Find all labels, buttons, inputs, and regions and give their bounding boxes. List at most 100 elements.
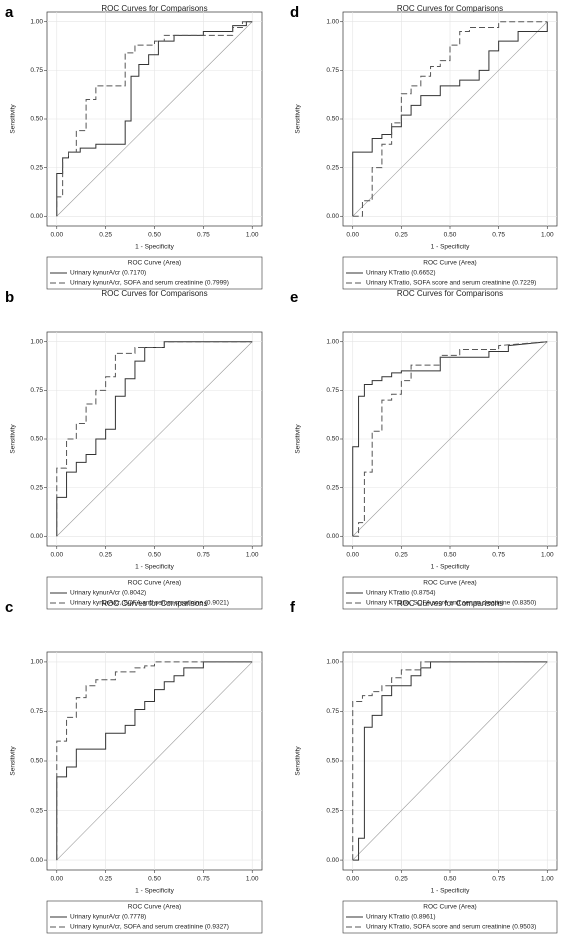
- x-tick-label: 1.00: [246, 552, 259, 559]
- panel-label: a: [5, 4, 14, 21]
- legend-entry: Urinary kynurA/cr (0.7170): [70, 270, 146, 277]
- x-tick-label: 0.00: [346, 232, 359, 239]
- panel-label: d: [290, 4, 299, 21]
- y-tick-label: 0.50: [30, 758, 43, 765]
- x-tick-label: 0.25: [99, 232, 112, 239]
- x-tick-label: 0.50: [444, 232, 457, 239]
- x-axis-title: 1 - Specificity: [135, 564, 174, 571]
- legend-title: ROC Curve (Area): [423, 260, 476, 267]
- x-axis-title: 1 - Specificity: [431, 888, 470, 895]
- x-tick-label: 1.00: [541, 232, 554, 239]
- y-tick-label: 0.25: [326, 484, 339, 491]
- y-tick-label: 0.75: [30, 708, 43, 715]
- x-tick-label: 0.00: [50, 552, 63, 559]
- x-tick-label: 0.75: [197, 876, 210, 883]
- roc-curve: [56, 661, 253, 861]
- panel-label: f: [290, 599, 296, 616]
- y-tick-label: 0.00: [326, 533, 339, 540]
- legend-entry: Urinary KTratio, SOFA score and serum cr…: [366, 924, 536, 931]
- x-tick-label: 0.00: [346, 552, 359, 559]
- legend-title: ROC Curve (Area): [128, 904, 181, 911]
- y-tick-label: 0.75: [30, 67, 43, 74]
- x-tick-label: 1.00: [541, 552, 554, 559]
- reference-line: [56, 21, 253, 217]
- panel-label: c: [5, 599, 13, 616]
- x-tick-label: 0.75: [197, 232, 210, 239]
- legend-box: [342, 576, 558, 610]
- roc-curve: [56, 341, 253, 537]
- x-tick-label: 0.75: [492, 552, 505, 559]
- x-tick-label: 1.00: [541, 876, 554, 883]
- reference-line: [352, 341, 548, 537]
- x-tick-label: 0.00: [50, 232, 63, 239]
- x-tick-label: 0.50: [148, 232, 161, 239]
- reference-line: [56, 341, 253, 537]
- y-tick-label: 0.25: [326, 807, 339, 814]
- legend-title: ROC Curve (Area): [423, 580, 476, 587]
- x-axis-title: 1 - Specificity: [135, 244, 174, 251]
- roc-curve: [56, 341, 253, 537]
- legend-title: ROC Curve (Area): [128, 580, 181, 587]
- reference-line: [352, 21, 548, 217]
- roc-curve: [352, 21, 548, 217]
- x-axis-title: 1 - Specificity: [135, 888, 174, 895]
- x-tick-label: 0.50: [444, 876, 457, 883]
- x-tick-label: 1.00: [246, 232, 259, 239]
- y-tick-label: 0.00: [326, 213, 339, 220]
- y-tick-label: 0.00: [326, 857, 339, 864]
- y-axis-title: Sensitivity: [295, 746, 302, 776]
- x-tick-label: 0.25: [99, 876, 112, 883]
- panel-label: b: [5, 289, 14, 306]
- legend-box: [46, 256, 263, 290]
- legend-title: ROC Curve (Area): [128, 260, 181, 267]
- roc-curve: [56, 21, 253, 217]
- x-axis-title: 1 - Specificity: [431, 244, 470, 251]
- reference-line: [352, 661, 548, 861]
- y-tick-label: 0.50: [30, 436, 43, 443]
- y-tick-label: 0.00: [30, 533, 43, 540]
- y-tick-label: 0.25: [326, 164, 339, 171]
- y-tick-label: 1.00: [326, 18, 339, 25]
- y-tick-label: 0.25: [30, 484, 43, 491]
- y-tick-label: 0.50: [326, 116, 339, 123]
- y-tick-label: 1.00: [326, 338, 339, 345]
- legend-entry: Urinary KTratio (0.8754): [366, 590, 435, 597]
- legend-box: [342, 900, 558, 934]
- y-tick-label: 1.00: [326, 659, 339, 666]
- y-tick-label: 0.25: [30, 807, 43, 814]
- y-tick-label: 1.00: [30, 338, 43, 345]
- x-tick-label: 0.75: [197, 552, 210, 559]
- y-tick-label: 0.75: [326, 708, 339, 715]
- roc-curve: [352, 661, 548, 861]
- chart-title: ROC Curves for Comparisons: [101, 599, 207, 608]
- legend-entry: Urinary KTratio (0.6652): [366, 270, 435, 277]
- y-tick-label: 0.50: [326, 436, 339, 443]
- y-axis-title: Sensitivity: [10, 424, 17, 454]
- x-axis-title: 1 - Specificity: [431, 564, 470, 571]
- y-axis-title: Sensitivity: [295, 104, 302, 134]
- x-tick-label: 0.50: [444, 552, 457, 559]
- roc-curve: [352, 341, 548, 537]
- y-tick-label: 0.75: [326, 387, 339, 394]
- roc-curve: [352, 661, 548, 861]
- legend-entry: Urinary KTratio, SOFA score and serum cr…: [366, 600, 536, 607]
- chart-title: ROC Curves for Comparisons: [101, 289, 207, 298]
- x-tick-label: 0.25: [395, 876, 408, 883]
- roc-curve: [352, 21, 548, 217]
- legend-entry: Urinary KTratio (0.8961): [366, 914, 435, 921]
- legend-entry: Urinary kynurA/cr, SOFA and serum creati…: [70, 600, 229, 607]
- legend-box: [46, 900, 263, 934]
- y-tick-label: 0.50: [326, 758, 339, 765]
- legend-entry: Urinary kynurA/cr (0.8042): [70, 590, 146, 597]
- roc-curve: [352, 341, 548, 537]
- reference-line: [56, 661, 253, 861]
- x-tick-label: 0.75: [492, 876, 505, 883]
- chart-title: ROC Curves for Comparisons: [397, 289, 503, 298]
- y-tick-label: 0.75: [30, 387, 43, 394]
- chart-title: ROC Curves for Comparisons: [101, 4, 207, 13]
- y-axis-title: Sensitivity: [10, 104, 17, 134]
- x-tick-label: 0.25: [99, 552, 112, 559]
- x-tick-label: 0.75: [492, 232, 505, 239]
- y-tick-label: 0.00: [30, 857, 43, 864]
